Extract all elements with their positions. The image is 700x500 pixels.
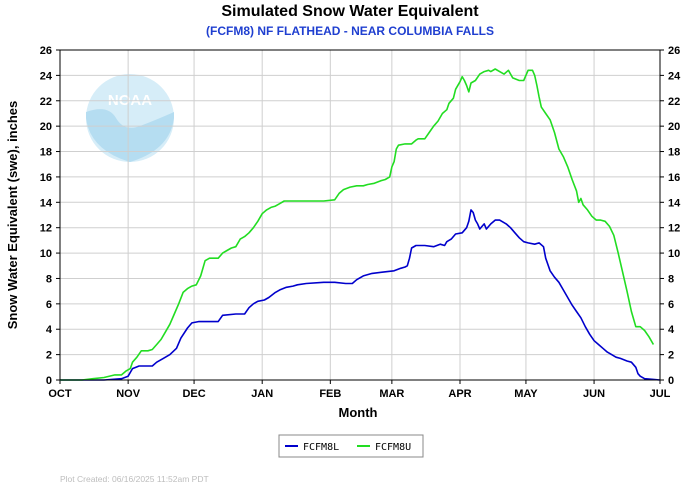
- x-tick-label: JAN: [251, 388, 273, 400]
- y-tick-label-right: 6: [668, 299, 674, 311]
- chart-title: Simulated Snow Water Equivalent: [221, 3, 479, 20]
- x-tick-label: MAR: [379, 388, 404, 400]
- plot-created-footer: Plot Created: 06/16/2025 11:52am PDT: [60, 474, 209, 484]
- series-line-fcfm8u: [60, 68, 655, 381]
- y-tick-label: 12: [40, 223, 52, 235]
- series-line-fcfm8l: [60, 209, 661, 381]
- y-tick-label-right: 18: [668, 147, 680, 159]
- noaa-logo-icon: NOAA: [86, 74, 174, 162]
- chart-subtitle: (FCFM8) NF FLATHEAD - NEAR COLUMBIA FALL…: [206, 24, 494, 38]
- plot-frame: [59, 49, 661, 381]
- legend: FCFM8L FCFM8U: [278, 434, 424, 458]
- series-layer: [60, 68, 661, 381]
- y-tick-label-right: 2: [668, 350, 674, 362]
- y-tick-label: 14: [40, 197, 53, 209]
- legend-box: [278, 434, 424, 458]
- y-tick-label: 4: [46, 324, 53, 336]
- y-tick-label: 26: [40, 45, 52, 57]
- x-tick-label: APR: [448, 388, 471, 400]
- y-tick-label-right: 8: [668, 273, 674, 285]
- grid: [60, 50, 660, 380]
- y-tick-label: 16: [40, 172, 52, 184]
- y-tick-label-right: 4: [668, 324, 675, 336]
- y-tick-label-right: 0: [668, 375, 674, 387]
- y-tick-label-right: 16: [668, 172, 680, 184]
- y-tick-label: 24: [40, 70, 53, 82]
- y-tick-label-right: 24: [668, 70, 681, 82]
- y-tick-label-right: 10: [668, 248, 680, 260]
- x-tick-label: JUL: [650, 388, 671, 400]
- y-tick-label: 20: [40, 121, 52, 133]
- x-axis: OCT NOV DEC JAN FEB MAR APR MAY JUN JUL: [48, 380, 671, 400]
- x-tick-label: JUN: [583, 388, 605, 400]
- x-tick-label: OCT: [48, 388, 72, 400]
- y-tick-label-right: 20: [668, 121, 680, 133]
- x-tick-label: FEB: [319, 388, 341, 400]
- x-tick-label: NOV: [116, 388, 141, 400]
- x-axis-label: Month: [339, 405, 378, 420]
- y-tick-label: 18: [40, 147, 52, 159]
- legend-label-fcfm8u: FCFM8U: [375, 442, 411, 453]
- y-axis-label: Snow Water Equivalent (swe), inches: [5, 101, 20, 330]
- y-tick-label: 8: [46, 273, 52, 285]
- x-tick-label: DEC: [182, 388, 205, 400]
- y-tick-label: 0: [46, 375, 52, 387]
- y-tick-label-right: 14: [668, 197, 681, 209]
- y-tick-label-right: 12: [668, 223, 680, 235]
- y-tick-label: 10: [40, 248, 52, 260]
- y-tick-label-right: 26: [668, 45, 680, 57]
- y-tick-label: 6: [46, 299, 52, 311]
- x-tick-label: MAY: [514, 388, 538, 400]
- y-tick-label: 22: [40, 96, 52, 108]
- y-tick-label-right: 22: [668, 96, 680, 108]
- legend-label-fcfm8l: FCFM8L: [303, 442, 339, 453]
- y-tick-label: 2: [46, 350, 52, 362]
